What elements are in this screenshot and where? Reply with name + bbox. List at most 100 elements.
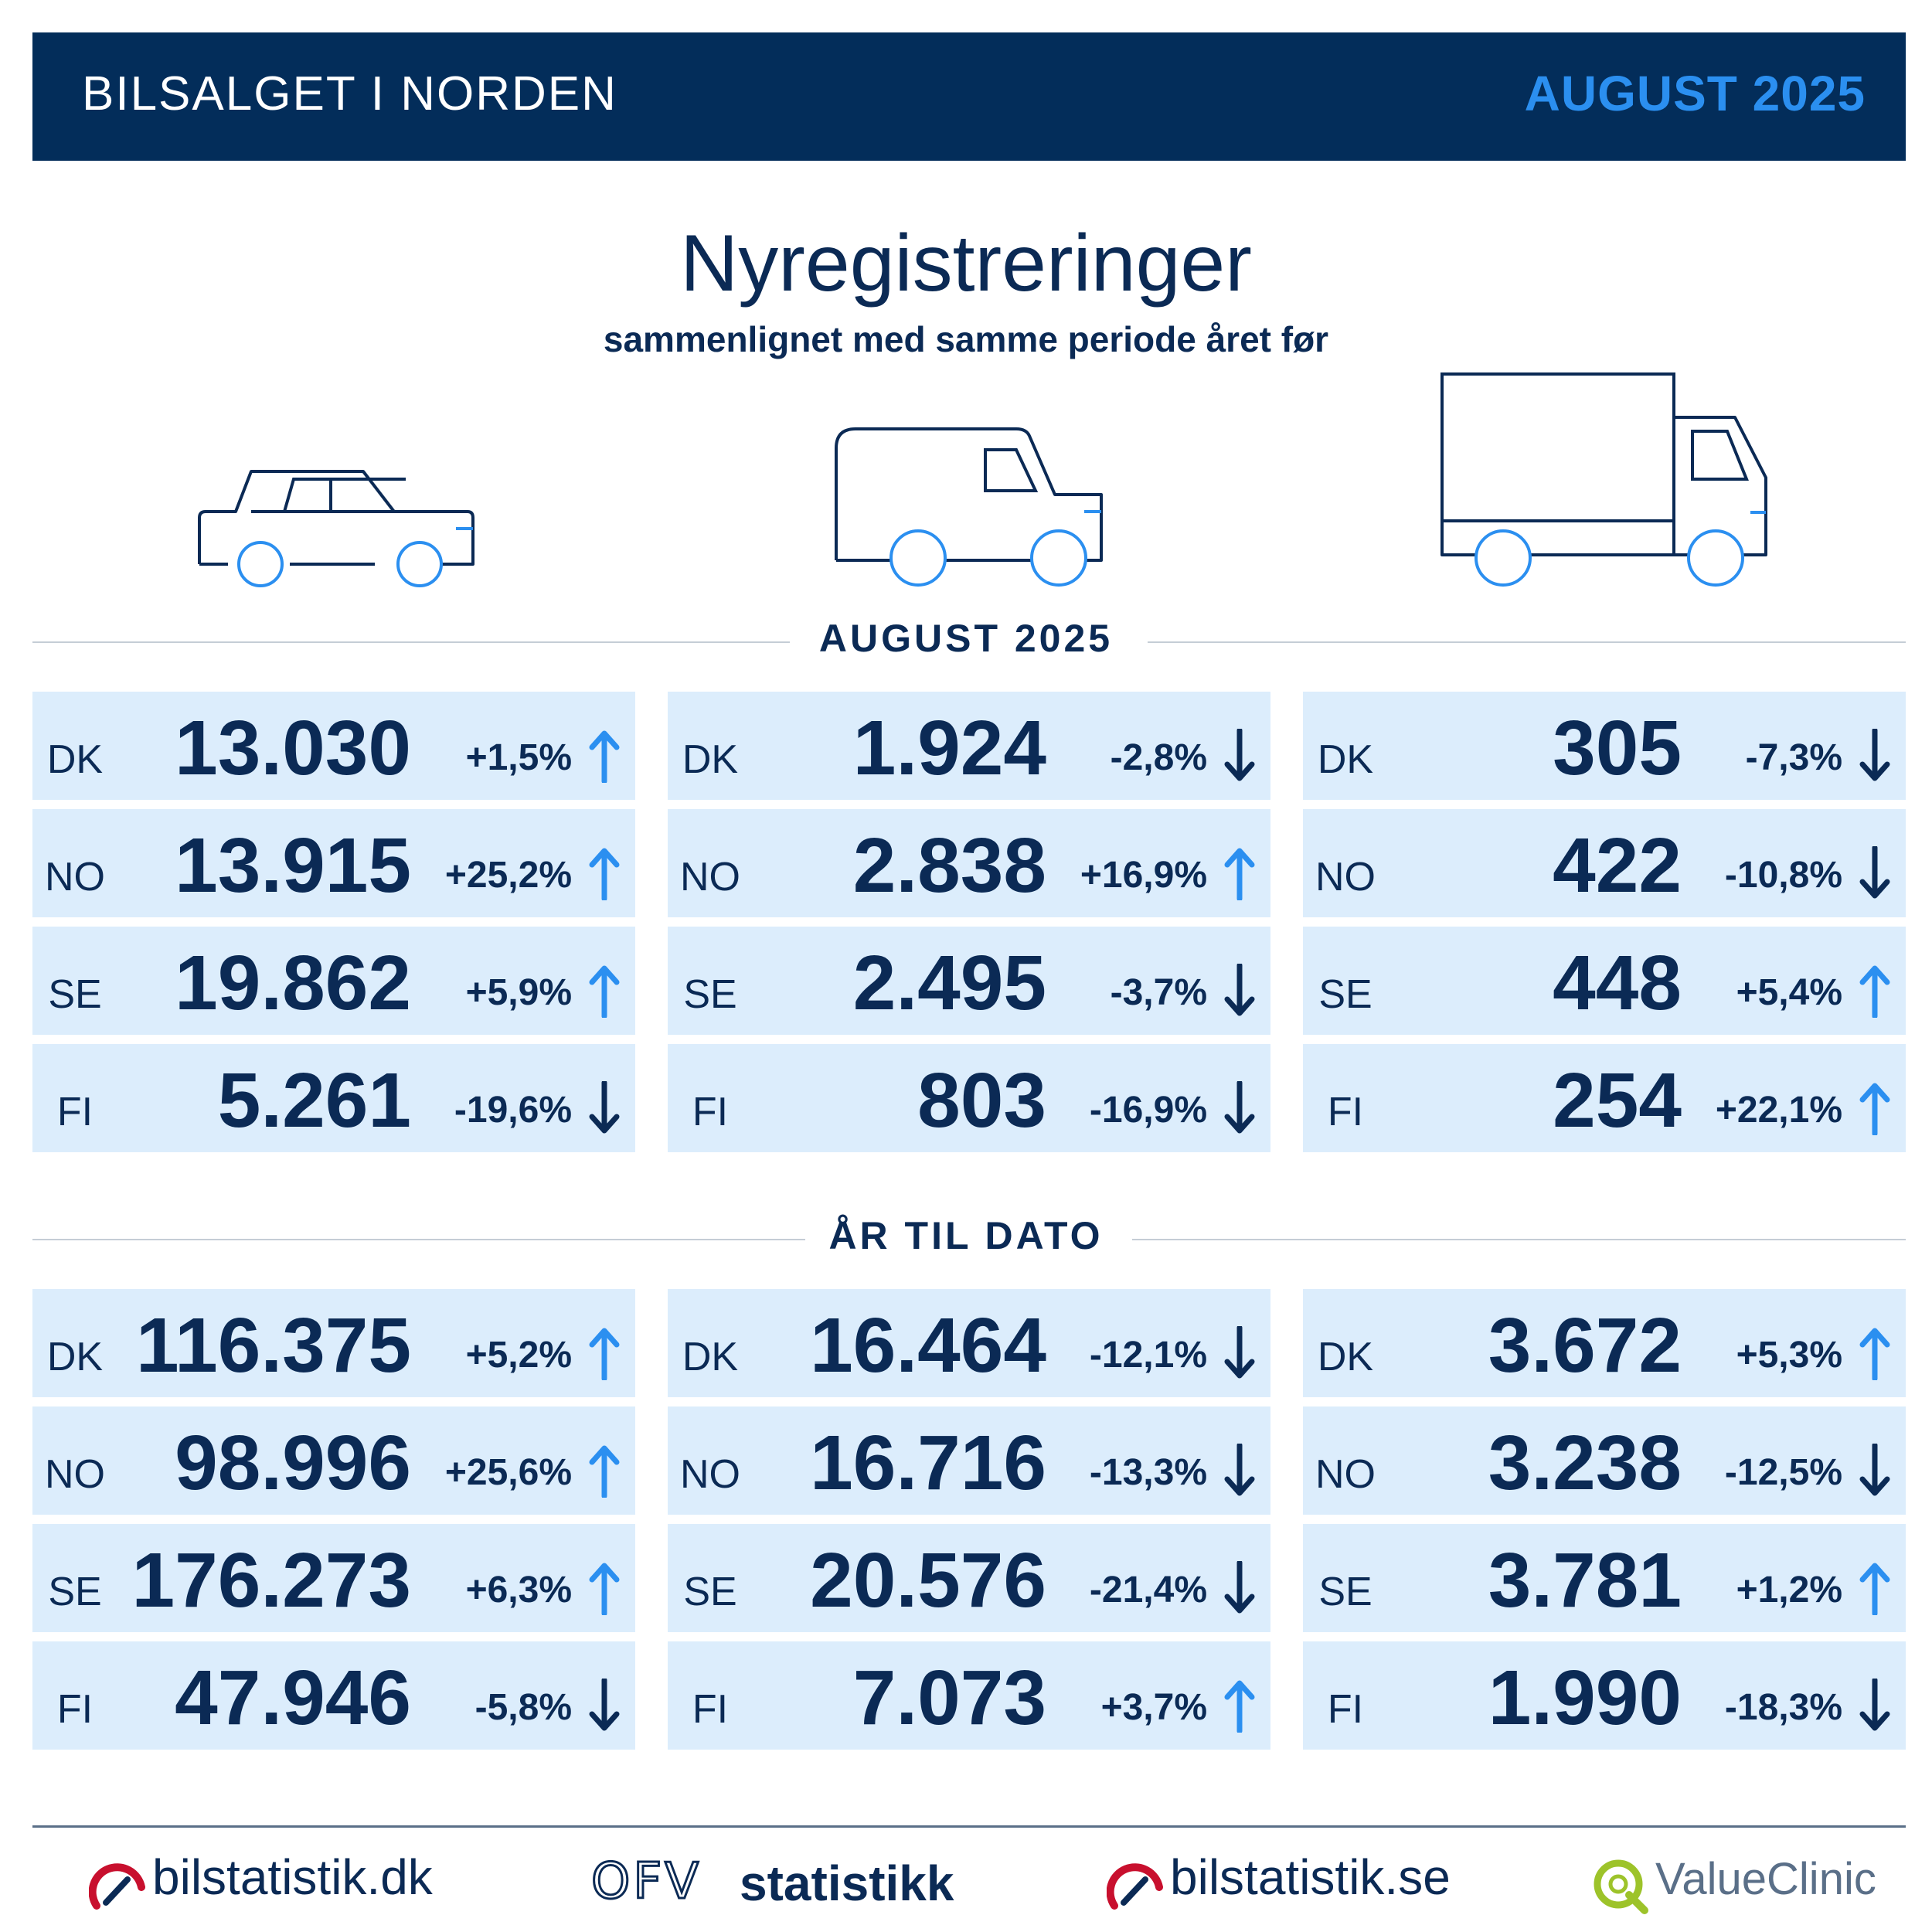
country-code: SE	[48, 1570, 102, 1614]
registration-count: 16.464	[810, 1302, 1046, 1389]
arrow-down-icon	[589, 1080, 620, 1135]
registration-count: 1.990	[1488, 1655, 1682, 1741]
header-title: BILSALGET I NORDEN	[82, 67, 617, 121]
country-code: SE	[1318, 972, 1372, 1017]
footer-logo-text: bilstatistik.dk	[152, 1849, 433, 1905]
stat-card: FI 1.990 -18,3%	[1303, 1641, 1906, 1750]
country-code: FI	[692, 1687, 729, 1732]
ofv-logo-icon: OFV	[590, 1852, 702, 1912]
country-code: SE	[48, 972, 102, 1017]
registration-count: 13.915	[175, 822, 411, 909]
arrow-down-icon	[1224, 727, 1255, 783]
registration-count: 98.996	[175, 1420, 411, 1506]
change-percent: +16,9%	[1080, 855, 1207, 896]
arrow-up-icon	[589, 1561, 620, 1617]
change-percent: -3,7%	[1110, 972, 1207, 1013]
stat-card: NO 98.996 +25,6%	[32, 1406, 635, 1515]
footer-logo-text: statistikk	[740, 1855, 954, 1911]
registration-count: 3.238	[1488, 1420, 1682, 1506]
arrow-up-icon	[589, 846, 620, 902]
change-percent: -5,8%	[474, 1687, 572, 1728]
stat-card: FI 7.073 +3,7%	[668, 1641, 1270, 1750]
country-code: SE	[1318, 1570, 1372, 1614]
stat-card: DK 116.375 +5,2%	[32, 1289, 635, 1397]
arrow-up-icon	[1224, 846, 1255, 902]
arrow-up-icon	[1859, 1561, 1890, 1617]
change-percent: +1,5%	[465, 737, 572, 778]
country-code: NO	[680, 1452, 740, 1497]
registration-count: 116.375	[136, 1302, 411, 1389]
stat-card: DK 16.464 -12,1%	[668, 1289, 1270, 1397]
change-percent: -7,3%	[1745, 737, 1842, 778]
van-icon	[835, 427, 1103, 587]
stat-card: FI 47.946 -5,8%	[32, 1641, 635, 1750]
stat-card: SE 176.273 +6,3%	[32, 1524, 635, 1632]
registration-count: 5.261	[217, 1057, 411, 1144]
country-code: NO	[45, 855, 105, 900]
registration-count: 13.030	[175, 705, 411, 791]
change-percent: +22,1%	[1715, 1090, 1842, 1131]
arrow-up-icon	[1224, 1679, 1255, 1734]
change-percent: -12,1%	[1089, 1335, 1207, 1376]
page-title: Nyregistreringer	[680, 219, 1252, 308]
section-divider-right	[1132, 1239, 1906, 1240]
stat-card: NO 13.915 +25,2%	[32, 809, 635, 917]
stat-card: DK 1.924 -2,8%	[668, 692, 1270, 800]
section-divider-left	[32, 1239, 805, 1240]
stat-card: SE 20.576 -21,4%	[668, 1524, 1270, 1632]
registration-count: 3.672	[1488, 1302, 1682, 1389]
stat-card: SE 3.781 +1,2%	[1303, 1524, 1906, 1632]
stat-card: NO 3.238 -12,5%	[1303, 1406, 1906, 1515]
change-percent: -2,8%	[1110, 737, 1207, 778]
footer-logo-bilstatistik-se: bilstatistik.se	[1107, 1849, 1462, 1918]
footer-logo-text: ValueClinic	[1655, 1854, 1876, 1904]
stat-card: NO 2.838 +16,9%	[668, 809, 1270, 917]
arrow-up-icon	[1859, 1326, 1890, 1382]
country-code: SE	[683, 1570, 737, 1614]
arrow-down-icon	[1859, 1677, 1890, 1733]
change-percent: +5,4%	[1736, 972, 1842, 1013]
registration-count: 16.716	[810, 1420, 1046, 1506]
change-percent: -13,3%	[1089, 1452, 1207, 1493]
arrow-up-icon	[589, 1326, 620, 1382]
stat-card: FI 803 -16,9%	[668, 1044, 1270, 1152]
footer-divider	[32, 1825, 1906, 1828]
section-divider-right	[1148, 641, 1906, 643]
arrow-up-icon	[589, 729, 620, 784]
country-code: FI	[56, 1687, 94, 1732]
change-percent: +25,6%	[444, 1452, 572, 1493]
change-percent: -16,9%	[1089, 1090, 1207, 1131]
arrow-down-icon	[589, 1677, 620, 1733]
country-code: NO	[1315, 1452, 1376, 1497]
registration-count: 20.576	[810, 1537, 1046, 1624]
section-label-ytd: ÅR TIL DATO	[828, 1214, 1104, 1257]
stat-card: DK 3.672 +5,3%	[1303, 1289, 1906, 1397]
stat-card: SE 2.495 -3,7%	[668, 927, 1270, 1035]
gauge-logo-icon	[1107, 1863, 1163, 1910]
country-code: DK	[1317, 1335, 1374, 1379]
change-percent: -21,4%	[1089, 1570, 1207, 1611]
country-code: FI	[56, 1090, 94, 1134]
arrow-down-icon	[1859, 727, 1890, 783]
arrow-up-icon	[589, 1444, 620, 1499]
footer-logo-bilstatistik-dk: bilstatistik.dk	[89, 1849, 444, 1918]
change-percent: -12,5%	[1724, 1452, 1842, 1493]
registration-count: 305	[1553, 705, 1682, 791]
change-percent: +5,9%	[465, 972, 572, 1013]
change-percent: +6,3%	[465, 1570, 572, 1611]
registration-count: 19.862	[175, 940, 411, 1026]
registration-count: 176.273	[131, 1537, 411, 1624]
header-date: AUGUST 2025	[1524, 66, 1866, 121]
change-percent: -18,3%	[1724, 1687, 1842, 1728]
arrow-up-icon	[1859, 964, 1890, 1019]
registration-count: 1.924	[852, 705, 1046, 791]
stat-card: DK 13.030 +1,5%	[32, 692, 635, 800]
stat-card: NO 422 -10,8%	[1303, 809, 1906, 917]
stat-card: DK 305 -7,3%	[1303, 692, 1906, 800]
arrow-down-icon	[1224, 1442, 1255, 1498]
registration-count: 2.495	[852, 940, 1046, 1026]
registration-count: 47.946	[175, 1655, 411, 1741]
country-code: SE	[683, 972, 737, 1017]
country-code: FI	[1327, 1687, 1364, 1732]
arrow-down-icon	[1224, 1560, 1255, 1615]
